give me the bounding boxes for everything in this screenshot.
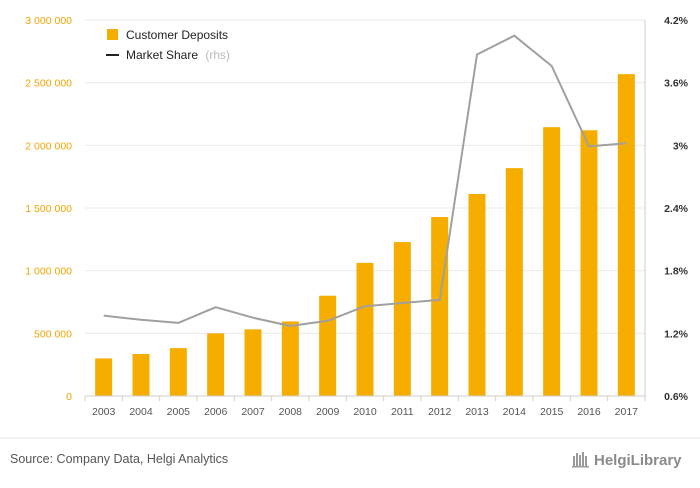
bar-2010 (356, 262, 374, 396)
left-tick-label: 2 500 000 (25, 78, 72, 90)
bar-2007 (244, 329, 262, 396)
left-tick-label: 0 (66, 391, 72, 403)
left-tick-label: 3 000 000 (25, 15, 72, 27)
brand-logo: HelgiLibrary (572, 452, 682, 469)
left-tick-label: 500 000 (34, 328, 72, 340)
x-tick-label: 2011 (391, 406, 414, 418)
bar-2005 (169, 348, 187, 396)
brand-name: HelgiLibrary (594, 452, 682, 469)
x-tick-label: 2010 (353, 406, 377, 418)
x-tick-label: 2004 (129, 406, 153, 418)
legend: Customer Deposits Market Share (rhs) (106, 28, 230, 62)
x-tick-label: 2005 (167, 406, 191, 418)
bar-2015 (543, 127, 561, 396)
bar-2012 (431, 217, 449, 396)
right-tick-label: 0.6% (664, 391, 689, 403)
x-tick-label: 2017 (615, 406, 639, 418)
x-tick-label: 2016 (577, 406, 601, 418)
x-axis-ticks: 2003 2004 2005 2006 2007 2008 2009 2010 2011 2012… (92, 406, 638, 418)
right-tick-label: 3.6% (664, 78, 689, 90)
legend-swatch-deposits (107, 29, 118, 40)
legend-label-rhs-note: (rhs) (205, 48, 230, 62)
right-tick-label: 3% (673, 140, 689, 152)
x-tick-label: 2007 (241, 406, 265, 418)
bar-2016 (580, 130, 598, 396)
legend-label-market-share-group: Market Share (rhs) (126, 48, 230, 62)
bar-2011 (393, 242, 411, 396)
right-tick-label: 4.2% (664, 15, 689, 27)
bar-2008 (281, 321, 299, 396)
x-tick-label: 2013 (465, 406, 489, 418)
bar-2006 (207, 333, 225, 396)
bar-2013 (468, 193, 486, 396)
x-tick-label: 2015 (540, 406, 564, 418)
bar-2003 (95, 358, 113, 396)
right-axis-ticks: 0.6% 1.2% 1.8% 2.4% 3% 3.6% 4.2% (664, 15, 689, 403)
source-text: Source: Company Data, Helgi Analytics (10, 452, 228, 466)
bar-2014 (505, 168, 523, 396)
x-tick-label: 2009 (316, 406, 340, 418)
x-tick-label: 2012 (428, 406, 452, 418)
bar-series (95, 74, 635, 397)
left-tick-label: 2 000 000 (25, 140, 72, 152)
left-axis-ticks: 0 500 000 1 000 000 1 500 000 2 000 000 2 500… (25, 15, 72, 403)
legend-label-deposits: Customer Deposits (126, 28, 228, 42)
market-share-line (103, 34, 627, 327)
right-tick-label: 1.2% (664, 328, 689, 340)
left-tick-label: 1 000 000 (25, 266, 72, 278)
axes (84, 20, 646, 401)
x-tick-label: 2008 (279, 406, 303, 418)
x-tick-label: 2014 (503, 406, 527, 418)
bar-2004 (132, 354, 150, 396)
bar-2017 (617, 74, 635, 397)
x-tick-label: 2006 (204, 406, 228, 418)
left-tick-label: 1 500 000 (25, 203, 72, 215)
legend-label-market-share: Market Share (126, 48, 198, 62)
bar-2009 (319, 295, 337, 396)
right-tick-label: 1.8% (664, 266, 689, 278)
line-series (103, 34, 627, 327)
right-tick-label: 2.4% (664, 203, 689, 215)
x-tick-label: 2003 (92, 406, 116, 418)
library-icon (572, 452, 589, 468)
